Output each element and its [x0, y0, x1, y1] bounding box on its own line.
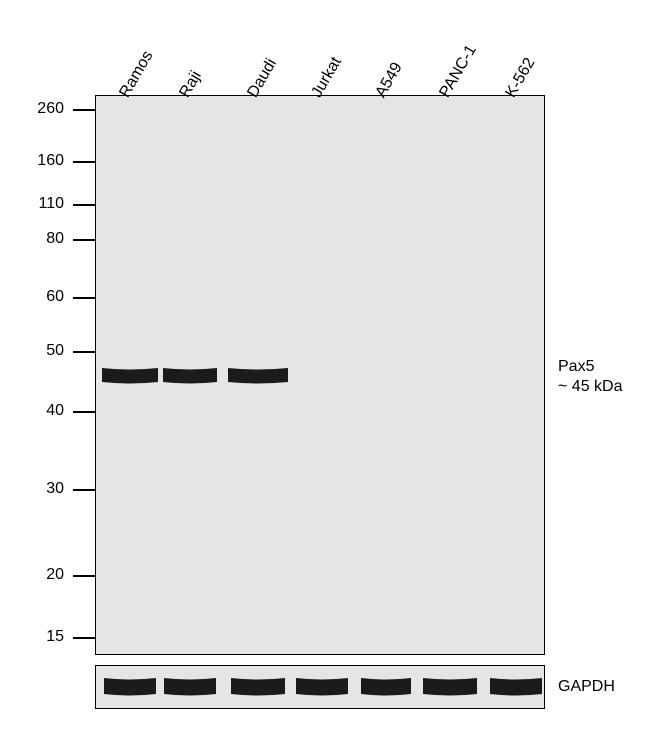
loading-control-label: GAPDH	[558, 678, 615, 696]
pax5-band	[159, 363, 221, 387]
gapdh-band	[227, 673, 289, 699]
lane-label: Jurkat	[308, 54, 345, 101]
lane-label: Ramos	[116, 48, 157, 101]
western-blot-figure: 26016011080605040302015RamosRajiDaudiJur…	[0, 0, 650, 745]
mw-marker-label: 160	[28, 152, 64, 170]
mw-marker-tick	[73, 297, 95, 299]
mw-marker-label: 15	[28, 628, 64, 646]
mw-marker-tick	[73, 489, 95, 491]
mw-marker-tick	[73, 109, 95, 111]
pax5-band	[98, 363, 162, 387]
pax5-band	[224, 363, 292, 387]
mw-marker-tick	[73, 637, 95, 639]
mw-marker-label: 80	[28, 230, 64, 248]
mw-marker-tick	[73, 161, 95, 163]
mw-marker-tick	[73, 411, 95, 413]
gapdh-band	[357, 673, 415, 699]
target-name-label: Pax5	[558, 358, 594, 376]
gapdh-band	[160, 673, 220, 699]
target-size-label: ~ 45 kDa	[558, 378, 622, 396]
gapdh-band	[292, 673, 352, 699]
mw-marker-label: 60	[28, 288, 64, 306]
mw-marker-tick	[73, 239, 95, 241]
mw-marker-label: 30	[28, 480, 64, 498]
mw-marker-tick	[73, 575, 95, 577]
mw-marker-label: 40	[28, 402, 64, 420]
mw-marker-tick	[73, 204, 95, 206]
mw-marker-label: 110	[28, 195, 64, 213]
gapdh-band	[419, 673, 481, 699]
mw-marker-label: 50	[28, 342, 64, 360]
mw-marker-label: 20	[28, 566, 64, 584]
lane-label: PANC-1	[436, 42, 480, 101]
mw-marker-tick	[73, 351, 95, 353]
gapdh-band	[486, 673, 546, 699]
gapdh-band	[100, 673, 160, 699]
mw-marker-label: 260	[28, 100, 64, 118]
